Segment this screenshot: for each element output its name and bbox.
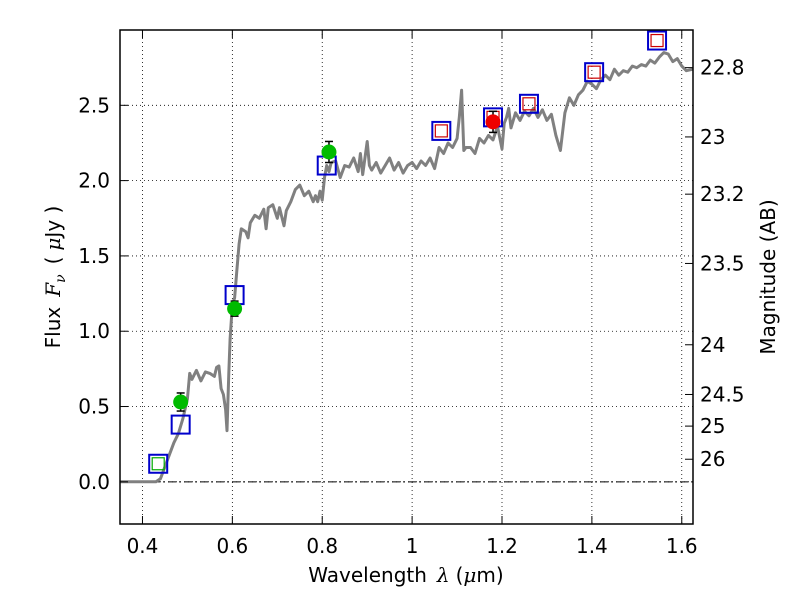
mag-tick-label: 22.8 xyxy=(700,56,745,80)
model-band-inner-red xyxy=(650,33,664,48)
y-tick-label: 1.0 xyxy=(78,319,110,343)
tick-layer: 0.4 0.6 0.8 1 1.2 1.4 1.6 0.0 0.5 1.0 1.5 2.0 2.5 22.… xyxy=(78,30,745,558)
observed-point xyxy=(321,144,337,160)
x-tick-label: 0.6 xyxy=(216,534,248,558)
model-band-square xyxy=(647,30,668,51)
model-band-square xyxy=(431,120,452,141)
y-tick-label: 0.5 xyxy=(78,395,110,419)
mag-tick-label: 26 xyxy=(700,447,725,471)
x-axis-title: Wavelength λ (μm) xyxy=(308,563,503,587)
model-band-square xyxy=(518,93,539,114)
model-band-inner-green xyxy=(151,457,165,471)
mag-tick-label: 25 xyxy=(700,414,725,438)
observed-point-layer xyxy=(173,110,501,412)
mag-tick-label: 24 xyxy=(700,333,725,357)
model-band-inner-red xyxy=(522,97,536,111)
mag-tick-label: 24.5 xyxy=(700,382,745,406)
model-band-square xyxy=(584,62,605,83)
model-band-inner-red xyxy=(587,65,601,79)
spectrum-layer xyxy=(120,51,694,484)
y-tick-label: 2.0 xyxy=(78,169,110,193)
mag-tick-label: 23.2 xyxy=(700,182,745,206)
right-axis-title: Magnitude (AB) xyxy=(756,199,780,354)
x-tick-label: 1 xyxy=(406,534,419,558)
y-tick-label: 1.5 xyxy=(78,244,110,268)
mag-tick-label: 23 xyxy=(700,125,725,149)
grid-layer xyxy=(120,30,693,524)
plot-frame xyxy=(119,29,694,525)
spectrum-line xyxy=(120,51,694,484)
x-tick-label: 1.2 xyxy=(486,534,518,558)
x-tick-label: 0.4 xyxy=(127,534,159,558)
model-band-square xyxy=(148,453,169,474)
y-tick-label: 0.0 xyxy=(78,470,110,494)
observed-point xyxy=(227,301,243,317)
model-band-inner-red xyxy=(434,124,448,138)
x-tick-label: 1.4 xyxy=(576,534,608,558)
observed-point xyxy=(173,394,189,410)
y-tick-label: 2.5 xyxy=(78,93,110,117)
mag-tick-label: 23.5 xyxy=(700,251,745,275)
model-band-square xyxy=(170,414,191,435)
x-tick-label: 1.6 xyxy=(666,534,698,558)
y-axis-title: FluxFν(μJy ) xyxy=(41,206,69,349)
x-tick-label: 0.8 xyxy=(306,534,338,558)
observed-point xyxy=(485,114,501,130)
